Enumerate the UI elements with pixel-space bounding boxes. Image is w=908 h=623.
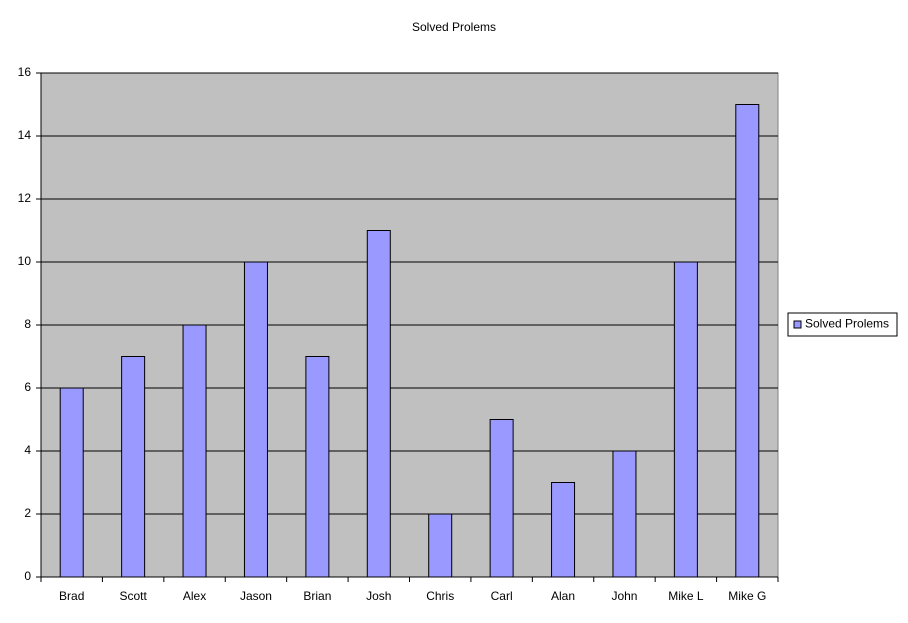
x-tick-label: Mike G — [728, 589, 766, 603]
y-tick-label: 14 — [18, 128, 32, 142]
y-tick-label: 4 — [24, 443, 31, 457]
bar — [59, 387, 84, 578]
y-tick-label: 12 — [18, 191, 32, 205]
bar — [673, 261, 698, 578]
bar — [305, 356, 330, 578]
y-tick-label: 10 — [18, 254, 32, 268]
x-tick-label: Jason — [240, 589, 272, 603]
x-tick-label: Brian — [303, 589, 331, 603]
y-tick-label: 2 — [24, 506, 31, 520]
y-tick-label: 8 — [24, 317, 31, 331]
legend-swatch — [793, 320, 802, 329]
x-tick-label: Brad — [59, 589, 84, 603]
bar — [121, 356, 146, 578]
bar — [735, 104, 760, 578]
bar — [243, 261, 268, 578]
x-tick-label: Josh — [366, 589, 391, 603]
x-tick-label: Mike L — [668, 589, 704, 603]
legend-box — [787, 312, 898, 337]
y-tick-label: 0 — [24, 569, 31, 583]
x-tick-label: John — [611, 589, 637, 603]
x-tick-label: Scott — [119, 589, 147, 603]
y-tick-label: 16 — [18, 65, 32, 79]
legend-label: Solved Prolems — [805, 317, 889, 331]
x-tick-label: Alan — [551, 589, 575, 603]
x-tick-label: Carl — [491, 589, 513, 603]
bar — [551, 482, 576, 578]
bar — [182, 324, 207, 578]
x-tick-label: Alex — [183, 589, 206, 603]
x-tick-label: Chris — [426, 589, 454, 603]
bar — [489, 419, 514, 578]
bar — [366, 230, 391, 578]
bar — [428, 513, 453, 578]
y-tick-label: 6 — [24, 380, 31, 394]
bar — [612, 450, 637, 578]
chart-title: Solved Prolems — [412, 20, 496, 34]
